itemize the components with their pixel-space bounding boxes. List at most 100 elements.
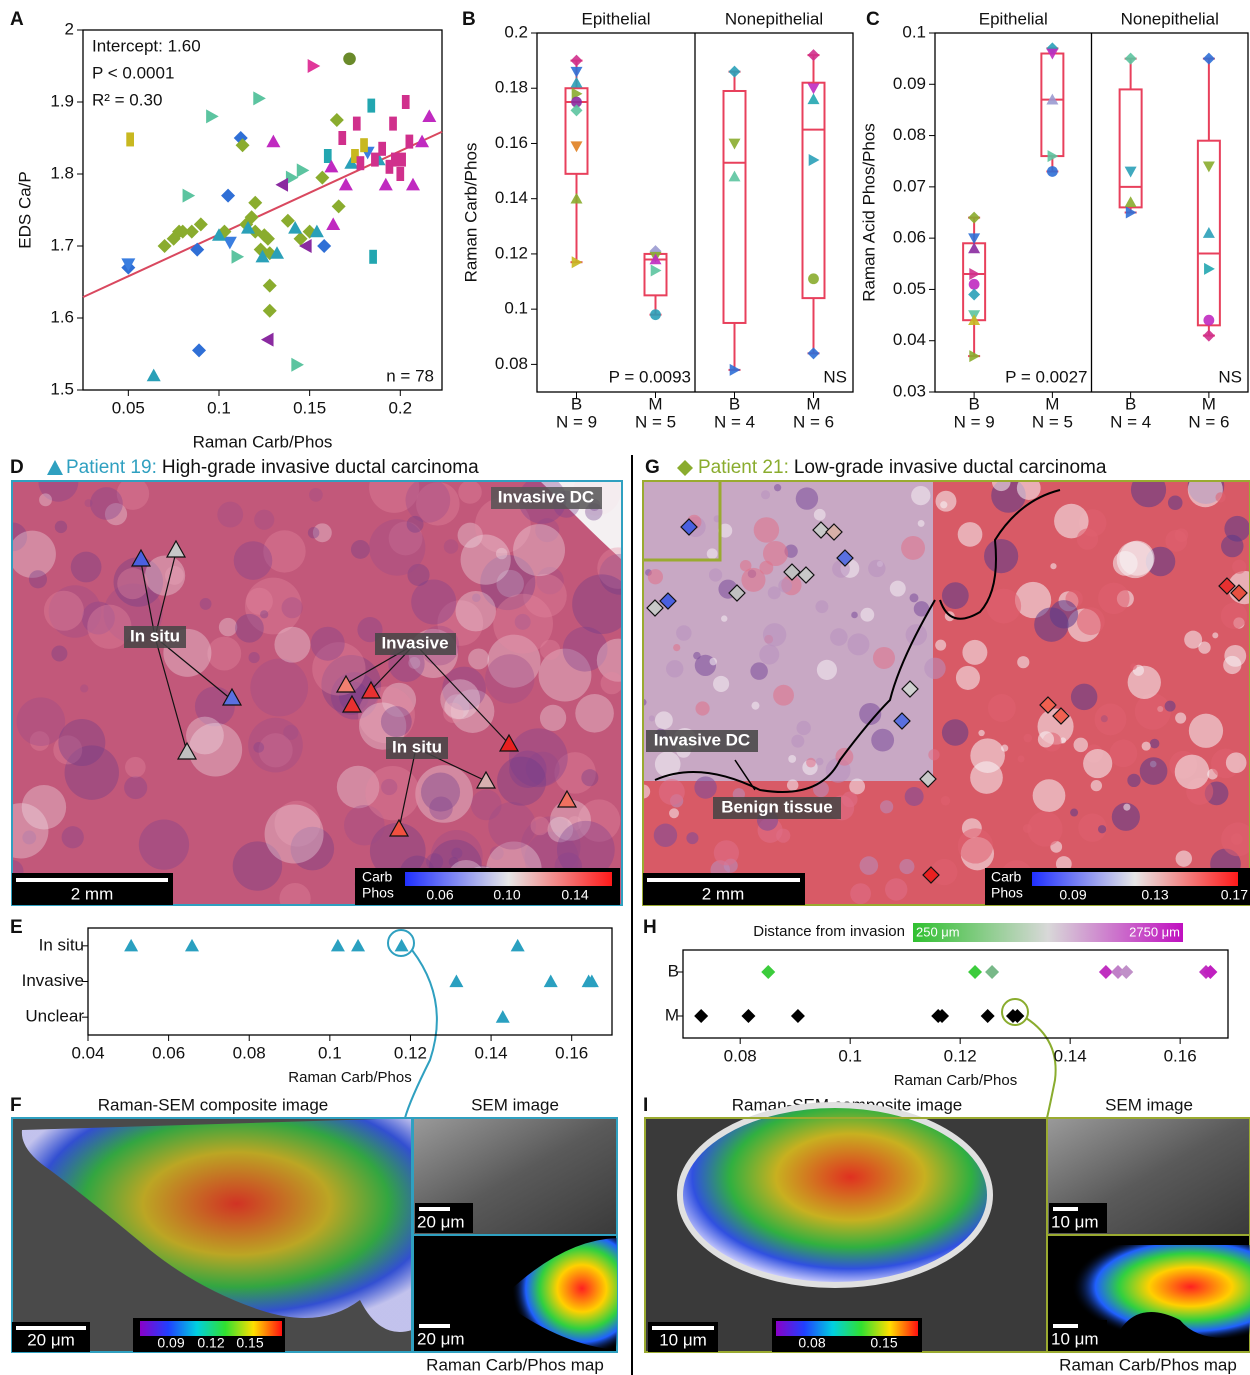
y-axis-label: Raman Carb/Phos — [461, 143, 480, 283]
y-tick-label: 1.8 — [50, 163, 74, 182]
scale-bar-label: 2 mm — [702, 884, 745, 903]
tissue-texture — [1232, 560, 1246, 574]
tissue-texture — [440, 679, 480, 719]
tissue-texture — [1189, 714, 1223, 748]
tissue-texture — [1098, 825, 1106, 833]
tissue-texture — [648, 569, 663, 584]
tissue-texture — [407, 516, 424, 533]
tissue-texture — [806, 758, 816, 768]
annotation: R² = 0.30 — [92, 90, 162, 109]
data-point — [124, 939, 138, 952]
panel-title: Patient 19:High-grade invasive ductal ca… — [66, 457, 479, 478]
tissue-texture — [1017, 476, 1041, 500]
tissue-texture — [406, 478, 451, 523]
tissue-texture — [709, 568, 722, 581]
tissue-texture — [444, 539, 459, 554]
panel-letter: I — [643, 1095, 648, 1116]
n-label: N = 6 — [793, 412, 834, 431]
tissue-texture — [1142, 742, 1151, 751]
tissue-texture — [17, 697, 66, 746]
tissue-texture — [581, 769, 598, 786]
y-tick-label: 0.12 — [495, 243, 528, 262]
data-point — [330, 113, 344, 127]
tissue-texture — [274, 627, 310, 663]
data-point — [343, 53, 356, 66]
tissue-texture — [669, 808, 679, 818]
scale-bar-label: 20 μm — [27, 1330, 75, 1349]
panel-letter: E — [10, 917, 23, 938]
raman-overlay — [680, 1105, 990, 1285]
data-point — [571, 193, 583, 204]
plot-frame — [683, 950, 1228, 1038]
x-tick-label: B — [571, 394, 582, 413]
data-point — [1203, 330, 1215, 342]
data-point — [651, 264, 662, 276]
colorbar-tick-label: 0.06 — [426, 887, 453, 903]
tissue-texture — [816, 758, 824, 766]
tissue-texture — [871, 729, 894, 752]
tissue-texture — [1001, 745, 1008, 752]
figure: Invasive DC In situ Invasive In situ 2 m… — [0, 0, 1250, 1375]
tissue-texture — [936, 491, 957, 512]
tissue-texture — [71, 552, 102, 583]
tissue-texture — [381, 706, 412, 737]
colorbar-tick-label: 0.15 — [236, 1335, 263, 1351]
annotation: P < 0.0001 — [92, 63, 174, 82]
tissue-texture — [873, 647, 895, 669]
y-tick-label: Unclear — [25, 1007, 84, 1026]
tissue-texture — [44, 591, 84, 631]
panel-letter: C — [866, 9, 880, 30]
patient-id: Patient 21: — [698, 457, 789, 478]
y-tick-label: 0.06 — [893, 228, 926, 247]
tissue-texture — [513, 524, 565, 576]
tissue-texture — [1123, 804, 1130, 811]
data-point — [353, 117, 361, 131]
tissue-texture — [308, 527, 319, 538]
panel-letter: H — [643, 917, 657, 938]
tissue-texture — [850, 883, 871, 904]
ns-label: NS — [823, 367, 847, 386]
n-label: N = 9 — [954, 412, 995, 431]
tissue-texture — [1018, 755, 1025, 762]
tissue-texture — [1176, 850, 1192, 866]
y-tick-label: 0.2 — [504, 22, 528, 41]
tissue-texture — [254, 510, 274, 530]
tissue-texture — [1017, 656, 1029, 668]
data-point — [221, 189, 235, 203]
data-point — [1119, 965, 1133, 979]
group-label: Nonepithelial — [725, 9, 823, 28]
tissue-texture — [1165, 530, 1187, 552]
tissue-texture — [885, 878, 907, 900]
y-tick-label: 1.9 — [50, 91, 74, 110]
y-tick-label: 0.14 — [495, 188, 528, 207]
x-tick-label: 0.14 — [475, 1043, 508, 1062]
tissue-texture — [219, 618, 237, 636]
y-tick-label: 1.5 — [50, 379, 74, 398]
tissue-texture — [1128, 666, 1161, 699]
tissue-texture — [1198, 641, 1210, 653]
y-axis-label: Raman Acid Phos/Phos — [859, 123, 878, 302]
data-point — [379, 178, 393, 191]
diagnosis: Low-grade invasive ductal carcinoma — [794, 457, 1107, 478]
data-point — [263, 279, 277, 293]
scale-bar-label: 10 μm — [1051, 1212, 1099, 1231]
group-label: Epithelial — [979, 9, 1048, 28]
tissue-texture — [940, 501, 947, 508]
tissue-texture — [830, 628, 848, 646]
tissue-texture — [429, 796, 452, 819]
map-caption: Raman Carb/Phos map — [426, 1355, 604, 1374]
tissue-texture — [1175, 713, 1186, 724]
region-label: In situ — [130, 626, 180, 645]
connector — [405, 950, 437, 1118]
histology-image — [635, 468, 1250, 913]
tissue-texture — [714, 840, 739, 865]
tissue-texture — [815, 600, 828, 613]
tissue-texture — [58, 719, 105, 766]
data-point — [985, 965, 999, 979]
data-point — [969, 279, 980, 290]
tissue-texture — [531, 816, 550, 835]
colorbar-label: 2750 μm — [1129, 924, 1180, 939]
data-point — [808, 49, 820, 61]
region-label: Benign tissue — [721, 797, 832, 816]
p-value: P = 0.0093 — [609, 367, 691, 386]
